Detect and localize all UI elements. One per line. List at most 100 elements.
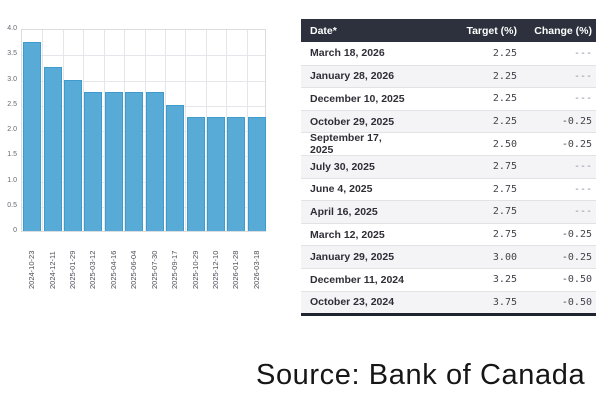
x-axis-tick-text: 2025-12-10	[210, 250, 220, 289]
v-gridline	[42, 30, 44, 231]
table-row: September 17, 2025 2.50 -0.25	[301, 132, 596, 157]
x-axis-tick-text: 2025-01-29	[68, 250, 78, 289]
v-gridline	[62, 30, 64, 231]
cell-change: -0.25	[561, 229, 592, 241]
h-gridline	[22, 80, 265, 82]
cell-change: -0.25	[561, 116, 592, 128]
table-row: October 23, 2024 3.75 -0.50	[301, 290, 596, 314]
x-axis-tick-text: 2025-04-16	[108, 250, 118, 289]
v-gridline	[205, 30, 207, 231]
rate-announcement-table: Date* Target (%) Change (%) March 18, 20…	[301, 19, 596, 317]
x-axis-tick-text: 2025-09-17	[170, 250, 180, 289]
cell-date: December 11, 2024	[310, 273, 404, 286]
cell-change: -0.25	[561, 138, 592, 150]
cell-change: -0.25	[561, 251, 592, 263]
table-row: July 30, 2025 2.75 ---	[301, 154, 596, 178]
cell-change: ---	[573, 93, 592, 105]
table-row: March 12, 2025 2.75 -0.25	[301, 222, 596, 246]
cell-change: ---	[573, 47, 592, 59]
cell-date: December 10, 2025	[310, 92, 405, 105]
cell-change: ---	[573, 183, 592, 195]
policy-rate-bar-chart: 4.0 3.5 3.0 2.5 2.0 1.5 1.0 0.5 0 2024-10-23 2024-…	[0, 0, 300, 310]
table-header-row: Date* Target (%) Change (%)	[301, 19, 596, 42]
table-row: January 28, 2026 2.25 ---	[301, 64, 596, 88]
cell-date: October 29, 2025	[310, 115, 395, 128]
rate-bar	[43, 66, 62, 231]
y-axis-tick-label: 3.0	[7, 75, 17, 83]
x-axis-tick-text: 2025-07-30	[149, 250, 159, 289]
table-row: March 18, 2026 2.25 ---	[301, 42, 596, 65]
v-gridline	[124, 30, 126, 231]
cell-date: June 4, 2025	[310, 183, 373, 196]
cell-target: 3.00	[492, 251, 517, 263]
rate-bar	[166, 104, 185, 231]
cell-date: March 12, 2025	[310, 228, 385, 241]
cell-date: March 18, 2026	[310, 47, 385, 60]
x-axis-tick-text: 2026-03-18	[251, 250, 261, 289]
rate-bar	[145, 92, 164, 231]
rate-bar	[247, 117, 266, 231]
rate-bar	[125, 92, 144, 231]
col-header-change: Change (%)	[534, 24, 592, 37]
table-row: December 11, 2024 3.25 -0.50	[301, 267, 596, 291]
col-header-target: Target (%)	[466, 24, 517, 37]
cell-date: October 23, 2024	[310, 296, 395, 309]
v-gridline	[246, 30, 248, 231]
cell-date: July 30, 2025	[310, 160, 375, 173]
x-axis-tick-text: 2025-03-12	[88, 250, 98, 289]
cell-target: 2.75	[492, 206, 517, 218]
cell-target: 2.25	[492, 116, 517, 128]
y-axis-tick-label: 0	[13, 227, 17, 234]
cell-target: 3.25	[492, 274, 517, 286]
cell-target: 2.25	[492, 70, 517, 82]
y-axis-tick-label: 3.5	[7, 50, 17, 58]
rate-bar	[186, 117, 205, 231]
source-note: Source: Bank of Canada	[256, 359, 586, 391]
v-gridline	[164, 30, 166, 231]
cell-target: 2.75	[492, 229, 517, 241]
table-row: December 10, 2025 2.25 ---	[301, 87, 596, 110]
table-row: October 29, 2025 2.25 -0.25	[301, 109, 596, 133]
plot-area	[21, 29, 266, 232]
h-gridline	[22, 131, 265, 132]
cell-target: 2.75	[492, 161, 517, 173]
rate-bar	[64, 79, 83, 231]
y-axis-tick-label: 0.5	[7, 201, 17, 209]
h-gridline	[22, 206, 265, 208]
x-axis-tick-text: 2025-10-29	[190, 250, 200, 289]
cell-change: ---	[573, 161, 592, 173]
cell-change: -0.50	[561, 274, 592, 286]
v-gridline	[83, 30, 85, 231]
v-gridline	[103, 30, 105, 231]
cell-change: -0.50	[561, 296, 592, 308]
x-axis-tick-text: 2024-10-23	[27, 250, 37, 289]
cell-target: 2.75	[492, 183, 517, 195]
cell-date: April 16, 2025	[310, 205, 378, 218]
x-axis-tick-text: 2025-06-04	[129, 250, 139, 289]
h-gridline	[22, 105, 265, 107]
table-row: April 16, 2025 2.75 ---	[301, 200, 596, 223]
x-axis-tick-text: 2026-01-28	[231, 250, 241, 289]
table-row: June 4, 2025 2.75 ---	[301, 177, 596, 201]
cell-target: 2.25	[492, 93, 517, 105]
h-gridline	[22, 181, 265, 183]
cell-date: January 29, 2025	[310, 251, 395, 264]
cell-date: January 28, 2026	[310, 70, 395, 83]
cell-change: ---	[573, 206, 592, 218]
h-gridline	[22, 156, 265, 158]
rate-bar	[206, 117, 225, 231]
h-gridline	[22, 55, 265, 57]
y-axis-tick-label: 1.0	[7, 176, 17, 184]
cell-change: ---	[573, 70, 592, 82]
rate-bar	[227, 117, 246, 231]
table-row: January 29, 2025 3.00 -0.25	[301, 245, 596, 268]
cell-date: September 17, 2025	[310, 132, 382, 157]
rate-bar	[84, 92, 103, 231]
y-axis-tick-label: 2.5	[7, 100, 17, 108]
cell-target: 3.75	[492, 296, 517, 308]
y-axis-tick-label: 2.0	[7, 126, 17, 133]
y-axis-tick-label: 4.0	[7, 25, 17, 32]
v-gridline	[226, 30, 228, 231]
table-body: March 18, 2026 2.25 --- January 28, 2026 2.2…	[301, 42, 596, 314]
